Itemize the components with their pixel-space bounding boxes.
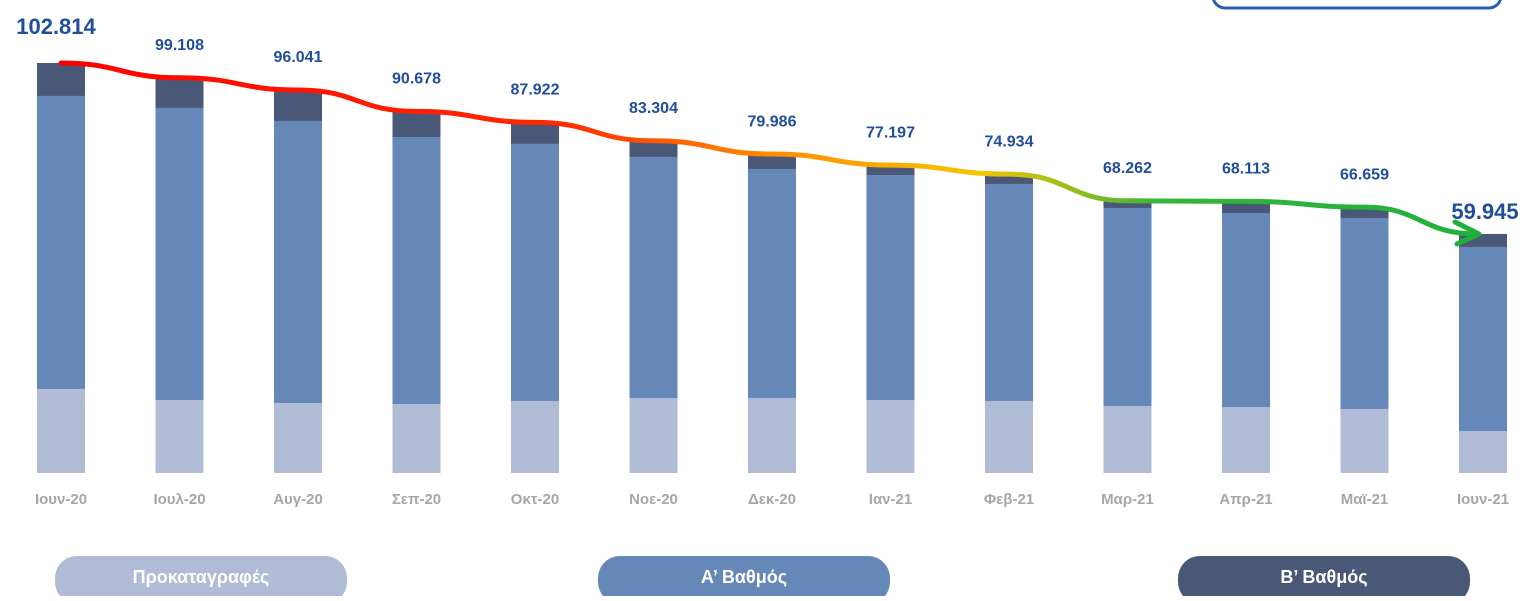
total-label: 68.262 — [1103, 160, 1152, 177]
legend-label: Β’ Βαθμός — [1280, 567, 1367, 587]
bar-segment — [274, 90, 322, 121]
bar-segment — [155, 400, 204, 473]
bar-segment — [866, 174, 915, 401]
bar-segment — [392, 111, 441, 137]
bar-segment — [1103, 406, 1152, 473]
total-label: 87.922 — [511, 82, 560, 99]
x-tick-label: Σεπ-20 — [392, 491, 441, 508]
total-label: 96.041 — [274, 49, 323, 66]
bar-segment — [1103, 200, 1152, 208]
total-label: 77.197 — [866, 124, 915, 141]
x-tick-label: Μαρ-21 — [1101, 491, 1154, 508]
x-tick-label: Νοε-20 — [629, 491, 678, 508]
trend-arrowhead — [1452, 219, 1482, 247]
header-box — [1212, 0, 1502, 10]
x-tick-label: Ιουλ-20 — [153, 491, 205, 508]
legend-swatch — [55, 556, 347, 601]
x-tick-label: Οκτ-20 — [511, 491, 559, 508]
bar-segment — [274, 402, 322, 473]
bar-segment — [1340, 408, 1389, 473]
bar-segment — [1340, 207, 1389, 218]
legend-swatch — [1178, 556, 1470, 601]
bar-segment — [1103, 207, 1152, 407]
x-tick-label: Μαϊ-21 — [1341, 491, 1389, 508]
bar-segment — [511, 400, 559, 473]
total-label: 99.108 — [155, 37, 204, 54]
x-tick-label: Ιαν-21 — [869, 491, 912, 508]
legend-label: Α’ Βαθμός — [701, 567, 787, 587]
total-label: 68.113 — [1222, 161, 1270, 178]
bar-segment — [748, 397, 796, 473]
bar-segment — [392, 404, 441, 473]
bar-segment — [629, 156, 678, 398]
bar-segment — [629, 140, 678, 157]
bar-segment — [1459, 431, 1507, 473]
bar-segment — [866, 165, 915, 175]
bar-segment — [629, 397, 678, 473]
x-tick-label: Απρ-21 — [1219, 491, 1272, 508]
bar-segment — [1222, 212, 1270, 408]
total-label: 74.934 — [985, 133, 1034, 150]
trend-line — [58, 60, 1480, 237]
bar-segment — [866, 400, 915, 473]
bar-segment — [155, 107, 204, 401]
legend-label: Προκαταγραφές — [133, 567, 270, 587]
bar-segment — [1222, 201, 1270, 213]
bar-segment — [748, 168, 796, 398]
bar-segment — [392, 136, 441, 405]
total-label: 102.814 — [16, 14, 96, 39]
bar-segment — [274, 120, 322, 403]
total-label: 79.986 — [748, 113, 797, 130]
x-tick-label: Ιουν-21 — [1457, 491, 1509, 508]
total-label: 66.659 — [1340, 166, 1389, 183]
bar-segment — [985, 183, 1033, 401]
bar-segment — [748, 154, 796, 169]
bar-segment — [37, 95, 85, 389]
bar-segment — [985, 174, 1033, 184]
total-label: 90.678 — [392, 71, 441, 88]
total-label: 83.304 — [629, 100, 678, 117]
legend-swatch — [598, 556, 890, 601]
bar-segment — [37, 388, 85, 473]
bar-segment — [985, 400, 1033, 473]
x-tick-label: Ιουν-20 — [35, 491, 87, 508]
bar-segment — [1222, 407, 1270, 473]
bar-segment — [155, 77, 204, 108]
x-tick-label: Φεβ-21 — [984, 491, 1034, 508]
bar-segment — [511, 122, 559, 144]
x-tick-label: Δεκ-20 — [748, 491, 796, 508]
total-label: 59.945 — [1451, 199, 1518, 224]
x-tick-label: Αυγ-20 — [273, 491, 323, 508]
bar-segment — [1340, 217, 1389, 409]
bar-segment — [37, 63, 85, 96]
bar-segment — [1459, 246, 1507, 432]
bar-segment — [511, 143, 559, 401]
